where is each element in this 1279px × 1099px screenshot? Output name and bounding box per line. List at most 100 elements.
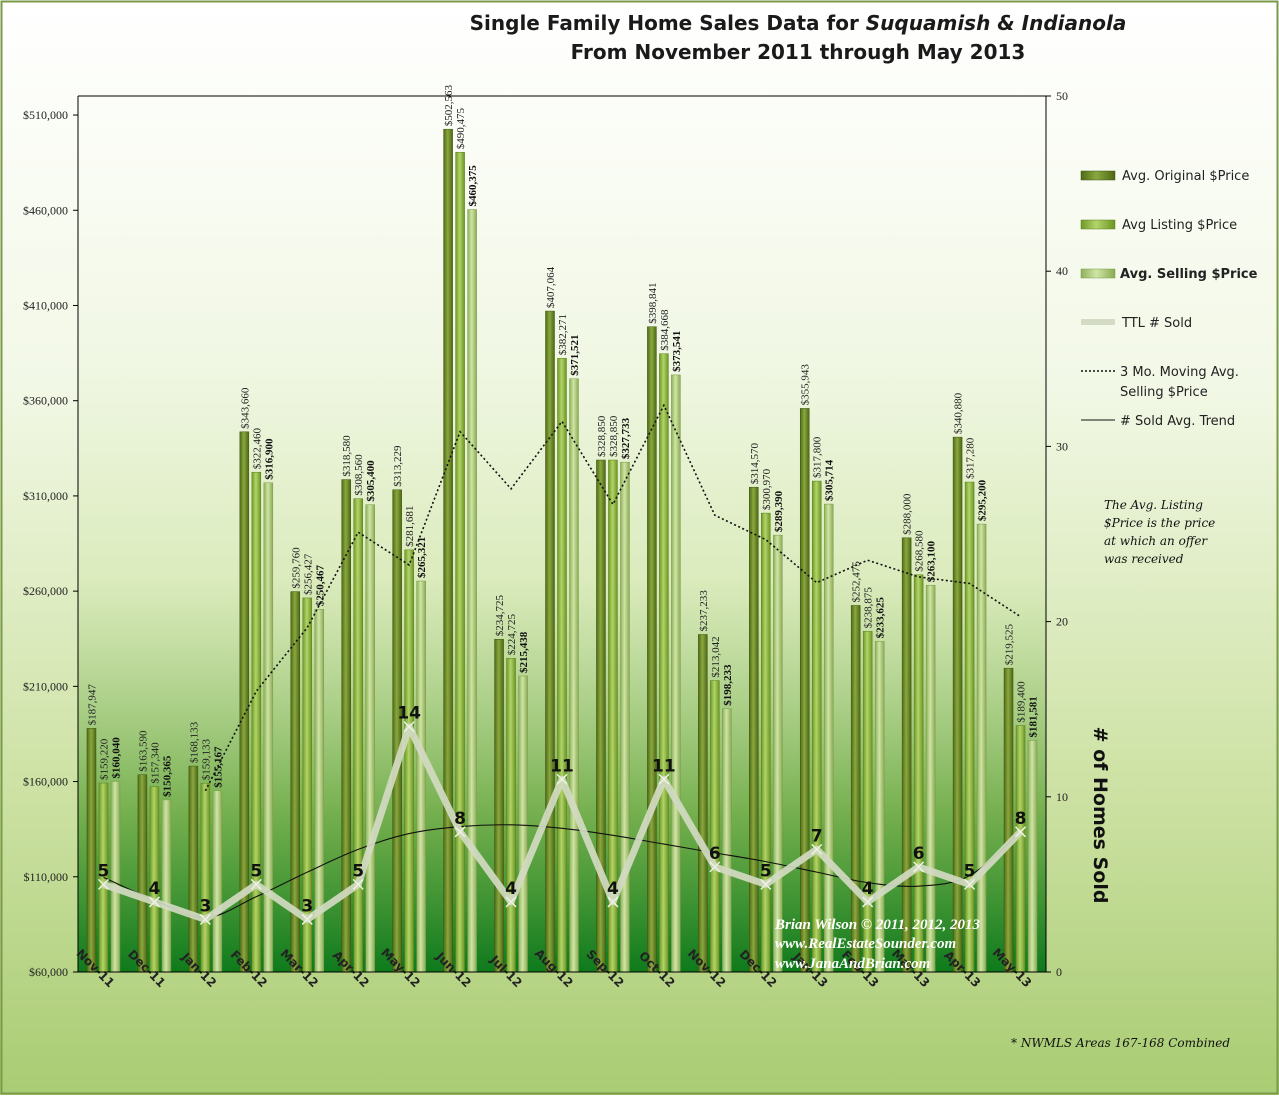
bar-listing — [913, 574, 924, 973]
bar-listing-value-label: $238,875 — [863, 587, 875, 629]
bar-selling-value-label: $316,900 — [263, 438, 275, 480]
bar-original — [137, 774, 148, 973]
bars-group — [86, 128, 1038, 973]
y-tick-label: $360,000 — [23, 394, 68, 408]
bar-selling-value-label: $265,321 — [416, 537, 428, 578]
note-line-1: The Avg. Listing — [1104, 498, 1203, 512]
sold-count-label: 8 — [454, 809, 466, 829]
bar-selling-value-label: $181,581 — [1028, 696, 1040, 737]
bar-selling — [161, 799, 172, 973]
value-labels-group: $187,947$159,220 $160,040 $163,590 $157,340… — [86, 84, 1039, 796]
sold-count-label: 8 — [1015, 809, 1027, 829]
bar-selling-value-label: $373,541 — [671, 331, 683, 372]
bar-original-value-label: $318,580 — [341, 435, 353, 477]
bar-original — [698, 634, 708, 973]
bar-selling — [416, 580, 426, 973]
y-tick-label: $210,000 — [23, 679, 68, 693]
sold-count-marker — [607, 896, 619, 908]
bar-selling — [569, 378, 579, 973]
sold-count-label: 11 — [550, 756, 574, 776]
bar-listing — [557, 358, 567, 973]
bar-selling-value-label: $371,521 — [569, 335, 581, 376]
bar-listing-value-label: $382,271 — [557, 314, 569, 355]
bar-listing-value-label: $159,133 — [200, 738, 212, 780]
y-tick-label: $160,000 — [23, 775, 68, 789]
bar-listing — [811, 480, 822, 973]
sold-count-label: 6 — [709, 844, 721, 864]
y2-tick-label: 50 — [1056, 89, 1068, 103]
y-tick-label: $510,000 — [23, 108, 68, 122]
bar-selling — [212, 790, 223, 973]
sold-count-marker — [352, 878, 364, 890]
bar-original — [596, 459, 606, 973]
y2-tick-label: 40 — [1056, 264, 1068, 278]
sold-count-label: 5 — [250, 861, 262, 881]
bar-listing-value-label: $308,560 — [353, 454, 365, 496]
bar-listing-value-label: $213,042 — [710, 636, 722, 677]
sold-count-label: 5 — [760, 861, 772, 881]
bar-selling — [823, 503, 834, 973]
y-tick-label: $260,000 — [23, 584, 68, 598]
bar-original — [749, 486, 759, 973]
bar-listing-value-label: $268,580 — [914, 530, 926, 572]
bar-listing-value-label: $322,460 — [251, 427, 263, 469]
bar-original-value-label: $355,943 — [800, 364, 812, 406]
bar-original-value-label: $163,590 — [137, 730, 149, 772]
sold-count-label: 4 — [148, 879, 160, 899]
chart-subtitle: From November 2011 through May 2013 — [571, 40, 1026, 64]
sold-count-label: 11 — [652, 756, 676, 776]
bar-listing — [1015, 725, 1026, 973]
bar-listing-value-label: $328,850 — [608, 415, 620, 457]
bar-original-value-label: $219,525 — [1004, 623, 1016, 665]
bar-original — [799, 408, 810, 973]
credit-line-1: Brian Wilson © 2011, 2012, 2013 — [774, 917, 981, 933]
bar-selling — [518, 675, 528, 973]
bar-selling-value-label: $327,733 — [620, 417, 632, 459]
bar-selling — [671, 374, 681, 973]
note-line-3: at which an offer — [1104, 534, 1208, 548]
bar-listing-value-label: $159,220 — [98, 738, 110, 780]
bar-listing-value-label: $300,970 — [761, 468, 773, 510]
bar-original-value-label: $407,064 — [545, 266, 557, 308]
sold-count-label: 6 — [913, 844, 925, 864]
bar-selling — [925, 584, 936, 973]
bar-selling-value-label: $198,233 — [722, 664, 734, 706]
chart-title-prefix: Single Family Home Sales Data for — [470, 11, 866, 35]
legend-swatch-selling — [1080, 268, 1116, 279]
y-tick-label: $60,000 — [29, 965, 68, 979]
bar-listing — [455, 151, 465, 973]
bar-selling — [1027, 740, 1038, 973]
y-axis-right: 0 10 20 30 40 50 — [1045, 89, 1068, 979]
y-axis-left: $60,000 $110,000 $160,000 $210,000 $260,000 $… — [23, 96, 79, 979]
bar-listing — [710, 680, 720, 973]
sold-count-marker — [913, 861, 925, 873]
bar-original-value-label: $288,000 — [902, 493, 914, 535]
bar-selling-value-label: $295,200 — [977, 479, 989, 521]
sold-count-label: 5 — [98, 861, 110, 881]
sold-count-marker — [862, 896, 874, 908]
bar-selling — [773, 534, 783, 973]
bar-original-value-label: $502,563 — [443, 84, 455, 126]
bar-original-value-label: $168,133 — [188, 721, 200, 763]
bar-selling-value-label: $289,390 — [773, 490, 785, 532]
y-tick-label: $310,000 — [23, 489, 68, 503]
bar-listing — [404, 549, 414, 973]
bar-selling-value-label: $215,438 — [518, 631, 530, 673]
bar-original-value-label: $314,570 — [749, 442, 761, 484]
sold-count-marker — [250, 878, 262, 890]
sold-count-label: 3 — [199, 896, 211, 916]
sold-count-marker — [505, 896, 517, 908]
legend: Avg. Original $Price Avg Listing $Price … — [1080, 169, 1258, 429]
sold-count-label: 7 — [811, 826, 823, 846]
bar-original-value-label: $313,229 — [392, 445, 404, 487]
legend-label-moving-avg-2: Selling $Price — [1120, 385, 1208, 400]
legend-label-moving-avg-1: 3 Mo. Moving Avg. — [1120, 365, 1239, 380]
bar-listing — [353, 498, 363, 973]
bar-original — [1003, 667, 1014, 973]
bar-listing — [659, 353, 669, 973]
bar-original — [494, 639, 504, 973]
y2-tick-label: 0 — [1056, 965, 1062, 979]
bar-selling — [110, 781, 121, 973]
